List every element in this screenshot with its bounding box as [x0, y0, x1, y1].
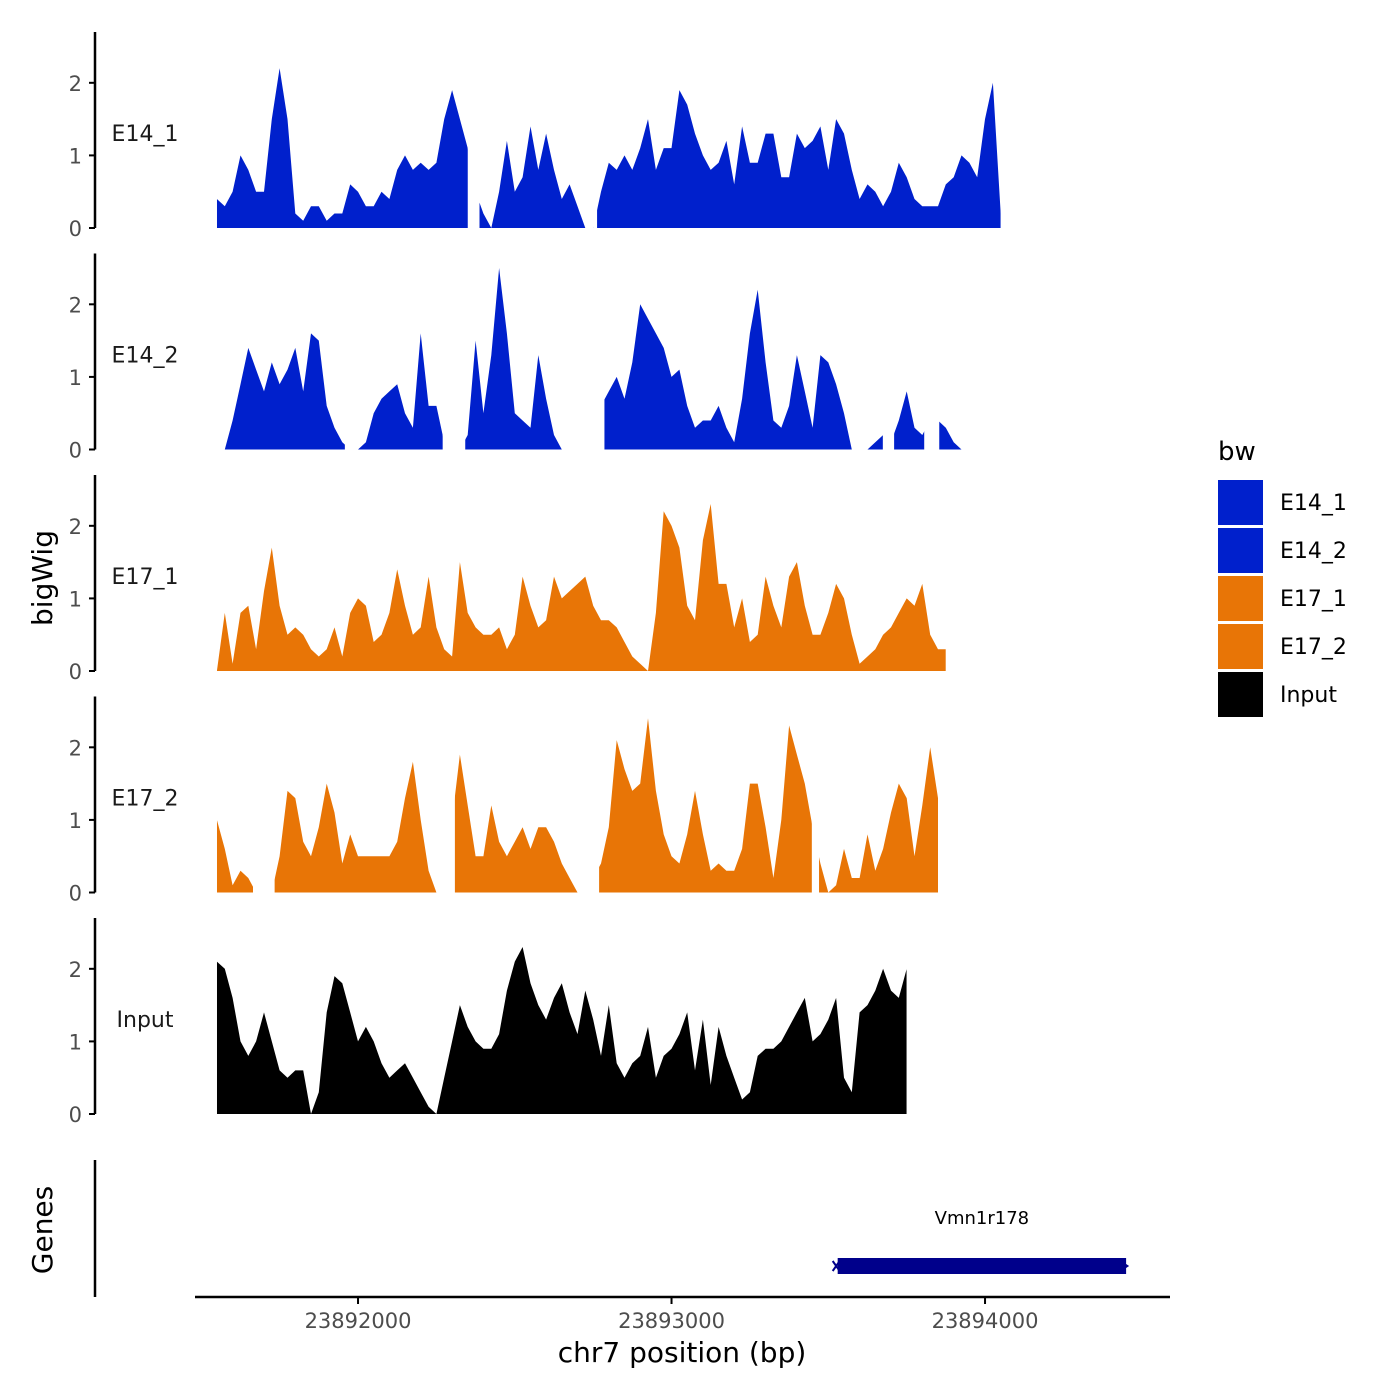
track-label: E14_1	[112, 122, 179, 147]
y-tick-label: 0	[69, 882, 82, 906]
gene-label: Vmn1r178	[935, 1208, 1029, 1229]
legend-item-E14_1: E14_1	[1218, 480, 1347, 525]
genes-layer: Vmn1r178	[831, 1208, 1130, 1274]
y-tick-label: 0	[69, 439, 82, 463]
y-tick-label: 1	[69, 144, 82, 168]
y-axis-title: bigWig	[26, 530, 59, 626]
legend-label: E17_1	[1280, 587, 1347, 612]
legend-label: E14_1	[1280, 491, 1347, 516]
track-panel-E17_2: 0 1 2 E17_2	[69, 696, 938, 906]
gene-body	[837, 1258, 1127, 1274]
legend-swatch	[1218, 528, 1263, 573]
track-panel-E14_1: 0 1 2 E14_1	[69, 32, 1001, 241]
y-tick-label: 1	[69, 1030, 82, 1054]
x-tick-label: 23894000	[932, 1309, 1039, 1333]
y-tick-label: 1	[69, 809, 82, 833]
legend-swatch	[1218, 672, 1263, 717]
legend-label: Input	[1280, 683, 1337, 708]
y-tick-label: 1	[69, 587, 82, 611]
x-tick-label: 23893000	[618, 1309, 725, 1333]
track-panel-E17_1: 0 1 2 E17_1	[69, 475, 946, 684]
track-label: E17_2	[112, 787, 179, 812]
legend-item-E17_1: E17_1	[1218, 576, 1347, 621]
y-tick-label: 2	[69, 72, 82, 96]
legend-swatch	[1218, 576, 1263, 621]
gene-panel: Vmn1r178	[93, 1160, 1130, 1297]
strand-marker	[1123, 1262, 1130, 1270]
legend-item-Input: Input	[1218, 672, 1337, 717]
y-tick-label: 1	[69, 366, 82, 390]
legend-title: bw	[1218, 437, 1256, 467]
track-label: E17_1	[112, 565, 179, 590]
x-tick-label: 23892000	[305, 1309, 412, 1333]
y-tick-label: 0	[69, 1103, 82, 1127]
track-panel-Input: 0 1 2 Input	[69, 918, 907, 1127]
legend-label: E17_2	[1280, 635, 1347, 660]
y-tick-label: 2	[69, 736, 82, 760]
signal-area-E14_2	[224, 268, 970, 450]
y-tick-label: 0	[69, 217, 82, 241]
track-label: Input	[117, 1008, 174, 1033]
signal-area-E14_1	[216, 68, 1001, 228]
y-tick-label: 0	[69, 660, 82, 684]
y-tick-label: 2	[69, 515, 82, 539]
legend-swatch	[1218, 480, 1263, 525]
legend: bw E14_1 E14_2 E17_1 E17_2 Input	[1218, 437, 1347, 717]
gene-Vmn1r178: Vmn1r178	[831, 1208, 1130, 1274]
signal-area-Input	[216, 947, 907, 1114]
y-tick-label: 2	[69, 293, 82, 317]
legend-item-E17_2: E17_2	[1218, 624, 1347, 669]
legend-label: E14_2	[1280, 539, 1347, 564]
track-label: E14_2	[112, 344, 179, 369]
signal-area-E17_2	[216, 718, 938, 893]
x-axis-title: chr7 position (bp)	[558, 1336, 807, 1369]
track-panels: 0 1 2 E14_1 0 1 2 E14_2 0 1 2 E17_1 0 1 2 E17_2 0 1 2 Input	[69, 32, 1001, 1127]
strand-marker	[831, 1260, 841, 1272]
legend-item-E14_2: E14_2	[1218, 528, 1347, 573]
track-panel-E14_2: 0 1 2 E14_2	[69, 253, 970, 463]
y-tick-label: 2	[69, 958, 82, 982]
x-axis: 23892000 23893000 23894000	[195, 1295, 1170, 1333]
signal-area-E17_1	[216, 504, 946, 671]
genes-axis-title: Genes	[26, 1186, 59, 1274]
legend-swatch	[1218, 624, 1263, 669]
